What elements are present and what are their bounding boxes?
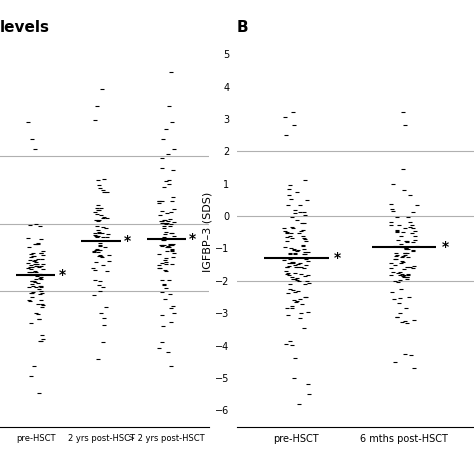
- Text: *: *: [189, 232, 196, 246]
- Text: *: *: [124, 234, 131, 248]
- Text: B: B: [237, 20, 249, 36]
- Text: *: *: [334, 251, 341, 265]
- Y-axis label: IGFBP–3 (SDS): IGFBP–3 (SDS): [202, 192, 212, 273]
- Text: levels: levels: [0, 20, 50, 36]
- Text: *: *: [442, 240, 449, 254]
- Text: *: *: [59, 267, 66, 282]
